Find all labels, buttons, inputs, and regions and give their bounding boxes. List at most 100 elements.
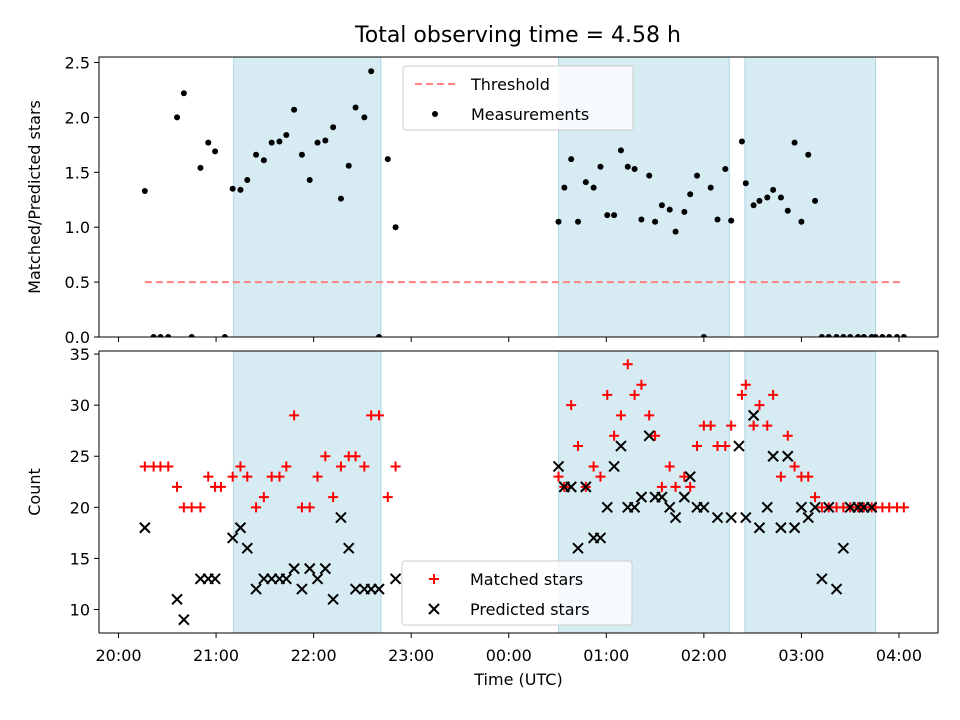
matched-star-point xyxy=(350,451,361,462)
predicted-star-point xyxy=(327,593,339,605)
legend: Matched stars Predicted stars xyxy=(401,560,633,626)
matched-star-point xyxy=(775,471,786,482)
matched-star-point xyxy=(335,461,346,472)
measurement-point xyxy=(638,216,645,223)
predicted-star-point xyxy=(733,440,745,452)
measurement-point xyxy=(205,139,212,146)
measurement-point xyxy=(714,216,721,223)
measurement-point xyxy=(345,162,352,169)
matched-star-point xyxy=(629,389,640,400)
matched-star-point xyxy=(186,502,197,513)
legend-entry-label: Predicted stars xyxy=(470,600,590,619)
measurement-point xyxy=(722,166,729,172)
matched-star-point xyxy=(139,461,150,472)
measurement-point xyxy=(818,334,825,337)
measurement-point xyxy=(672,228,679,235)
legend: Threshold Measurements xyxy=(402,65,634,131)
measurement-point xyxy=(666,206,673,213)
measurement-point xyxy=(180,90,187,97)
matched-star-point xyxy=(810,492,821,503)
measurement-point xyxy=(322,137,329,144)
legend-entry-label: Measurements xyxy=(471,105,589,124)
predicted-star-point xyxy=(830,583,843,595)
matched-star-point xyxy=(670,481,681,492)
y-axis-label: Matched/Predicted stars xyxy=(25,100,44,294)
predicted-star-point xyxy=(241,542,253,554)
measurement-point xyxy=(283,131,290,138)
measurement-point xyxy=(707,184,714,191)
matched-star-point xyxy=(664,461,675,472)
measurement-point xyxy=(742,180,749,187)
measurement-point xyxy=(611,212,618,219)
measurement-point xyxy=(646,172,653,179)
legend-box xyxy=(401,560,633,626)
matched-star-point xyxy=(650,430,661,441)
y-tick-label: 35 xyxy=(70,345,90,364)
measurement-point xyxy=(886,334,893,337)
predicted-star-point xyxy=(304,562,316,575)
measurement-point xyxy=(174,114,181,121)
predicted-star-point xyxy=(296,583,308,595)
predicted-star-point xyxy=(809,501,821,514)
figure-title: Total observing time = 4.58 h xyxy=(354,23,681,48)
y-tick-label: 20 xyxy=(70,498,90,517)
measurement-point xyxy=(337,195,344,202)
legend-matched-swatch xyxy=(429,574,439,584)
measurement-point xyxy=(384,156,391,163)
measurement-point xyxy=(291,106,298,113)
predicted-star-point xyxy=(139,522,151,534)
measurement-point xyxy=(244,176,251,183)
predicted-star-point xyxy=(209,573,221,585)
legend-entry-label: Threshold xyxy=(470,75,550,94)
matched-star-point xyxy=(215,481,226,492)
predicted-star-point xyxy=(711,511,724,524)
measurement-point xyxy=(597,163,604,170)
measurement-point xyxy=(770,186,777,193)
measurement-point xyxy=(728,217,735,224)
measurement-point xyxy=(141,187,148,194)
matched-star-point xyxy=(762,420,773,431)
matched-star-point xyxy=(235,461,246,472)
y-tick-label: 25 xyxy=(70,447,90,466)
predicted-star-point xyxy=(349,583,362,595)
predicted-star-point xyxy=(747,409,760,422)
x-tick-label: 04:00 xyxy=(876,646,922,665)
measurement-point xyxy=(855,334,862,337)
matched-star-point xyxy=(754,400,765,411)
predicted-star-point xyxy=(288,562,300,575)
measurement-point xyxy=(157,334,164,337)
predicted-star-point xyxy=(678,491,691,503)
measurement-point xyxy=(833,334,840,337)
measurement-point xyxy=(221,334,228,337)
measurement-point xyxy=(361,114,368,121)
measurement-point xyxy=(276,138,283,145)
plot-area xyxy=(141,57,907,337)
predicted-star-point xyxy=(684,470,696,483)
matched-star-point xyxy=(289,410,300,421)
measurement-point xyxy=(812,197,819,204)
measurement-point xyxy=(631,166,638,172)
measurement-point xyxy=(805,151,812,158)
measurement-point xyxy=(617,147,624,154)
measurement-point xyxy=(756,197,763,204)
y-axis-label: Count xyxy=(25,468,44,516)
matched-star-point xyxy=(644,410,655,421)
panel-counts: 10 15 20 25 30 35 20:00 21:00 22:00 23:00 00:00 01:… xyxy=(25,345,939,689)
measurement-point xyxy=(738,138,745,145)
legend-predicted-swatch xyxy=(428,603,440,615)
predicted-star-point xyxy=(816,573,828,585)
matched-star-point xyxy=(573,441,584,452)
x-tick-label: 21:00 xyxy=(193,646,239,665)
predicted-star-point xyxy=(250,583,262,595)
measurement-point xyxy=(212,148,219,155)
shaded-interval xyxy=(233,57,382,337)
predicted-star-point xyxy=(389,573,402,585)
matched-star-point xyxy=(195,502,206,513)
predicted-star-point xyxy=(761,501,773,514)
measurement-point xyxy=(352,104,359,111)
predicted-star-point xyxy=(373,583,385,595)
measurement-point xyxy=(229,185,236,192)
matched-star-point xyxy=(740,379,751,390)
measurement-point xyxy=(298,151,305,158)
